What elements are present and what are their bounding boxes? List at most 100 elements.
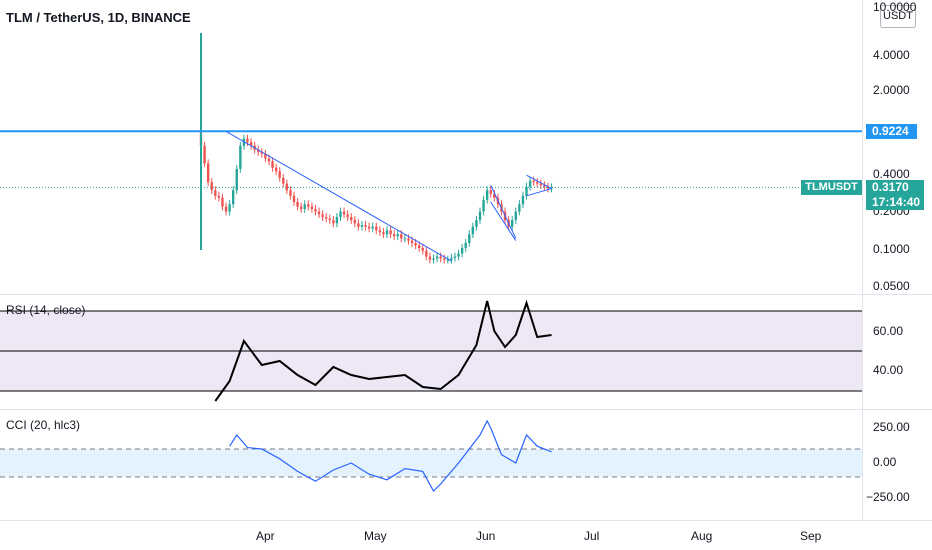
candle-body [292, 195, 296, 202]
cci-band [0, 449, 862, 477]
candle-body [510, 220, 514, 227]
candle-body [485, 190, 489, 200]
candle-body [478, 211, 482, 221]
cci-label[interactable]: CCI (20, hlc3) [6, 418, 81, 432]
candle-body [317, 211, 321, 215]
candle-body [460, 248, 464, 254]
candle-body [335, 217, 339, 224]
candle-body [239, 145, 242, 169]
symbol-tag: TLMUSDT [801, 180, 862, 195]
candle-body [536, 182, 539, 184]
cci-tick: 0.00 [873, 455, 897, 469]
indicator-bands [0, 311, 862, 477]
trendline [225, 130, 452, 262]
cci-line [229, 419, 552, 492]
rsi-label[interactable]: RSI (14, close) [6, 303, 86, 317]
trendline [490, 201, 517, 241]
candle-body [385, 230, 389, 235]
candle-body [539, 183, 543, 186]
candle-body [299, 206, 303, 210]
candle-body [206, 163, 210, 183]
price-tick: 0.1000 [873, 242, 910, 256]
candle-body [543, 185, 546, 187]
bar-countdown: 17:14:40 [872, 195, 921, 209]
candle-body [278, 171, 281, 178]
candle-body [453, 256, 457, 258]
candle-body [375, 226, 378, 231]
candle-body [528, 180, 532, 187]
candle-body [260, 152, 264, 154]
candle-body [282, 177, 285, 184]
candle-body [367, 226, 371, 229]
chart-title[interactable]: TLM / TetherUS, 1D, BINANCE [6, 10, 191, 25]
candle-body [328, 218, 331, 221]
candles [199, 33, 553, 264]
candle-body [425, 250, 428, 257]
price-tick: 10.0000 [873, 0, 917, 14]
candle-body [357, 223, 360, 227]
candle-body [546, 186, 550, 189]
candle-body [346, 214, 349, 218]
price-tick: 0.0500 [873, 279, 910, 293]
candle-body [221, 197, 224, 207]
candle-body [267, 158, 271, 162]
candle-body [518, 204, 521, 212]
candle-body [339, 211, 342, 218]
trendline [490, 185, 517, 239]
candle-body [350, 217, 353, 221]
candle-body [332, 220, 335, 224]
candle-body [360, 224, 364, 227]
price-tick: 0.4000 [873, 167, 910, 181]
rsi-series [214, 299, 552, 402]
candle-body [274, 167, 278, 172]
candle-body [435, 256, 439, 259]
candle-body [310, 206, 314, 210]
candle-body [392, 234, 396, 237]
candle-body [471, 226, 475, 235]
candle-body [324, 217, 328, 219]
candle-body [532, 180, 535, 183]
candle-body [285, 183, 289, 191]
candle-body [246, 138, 249, 143]
candle-body [475, 220, 478, 227]
candle-body [371, 226, 374, 229]
candle-body [493, 193, 496, 198]
time-tick: May [364, 529, 387, 543]
candle-body [414, 242, 417, 246]
candle-body [364, 224, 367, 227]
candle-body [410, 240, 414, 243]
candle-body [525, 186, 528, 196]
time-tick: Jul [584, 529, 600, 543]
candle-body [432, 258, 435, 260]
currency-button[interactable]: USDT [880, 5, 916, 28]
candle-body [235, 168, 238, 191]
candle-body [214, 190, 217, 196]
time-tick: Sep [800, 529, 822, 543]
trendline [526, 174, 552, 189]
candle-body [482, 199, 485, 212]
candle-body [389, 230, 392, 235]
candle-body [521, 195, 525, 205]
time-tick: Jun [476, 529, 496, 543]
candle-body [321, 214, 324, 218]
trendline [526, 188, 552, 197]
candle-body [421, 248, 424, 251]
candle-body [396, 234, 399, 237]
candle-body [407, 238, 410, 241]
price-tick: 2.0000 [873, 83, 910, 97]
candle-body [443, 258, 446, 260]
candle-body [307, 204, 310, 207]
candle-body [464, 242, 467, 248]
time-tick: Apr [256, 529, 275, 543]
last-price-tag: 0.3170 17:14:40 [866, 180, 924, 210]
candle-body [257, 149, 260, 153]
candle-body [382, 232, 385, 235]
candle-body [249, 142, 253, 146]
candle-body [217, 195, 221, 198]
candle-body [228, 204, 231, 212]
candle-body [303, 204, 306, 210]
candle-body [271, 161, 274, 168]
candle-body [314, 209, 317, 212]
candle-body [439, 256, 442, 259]
